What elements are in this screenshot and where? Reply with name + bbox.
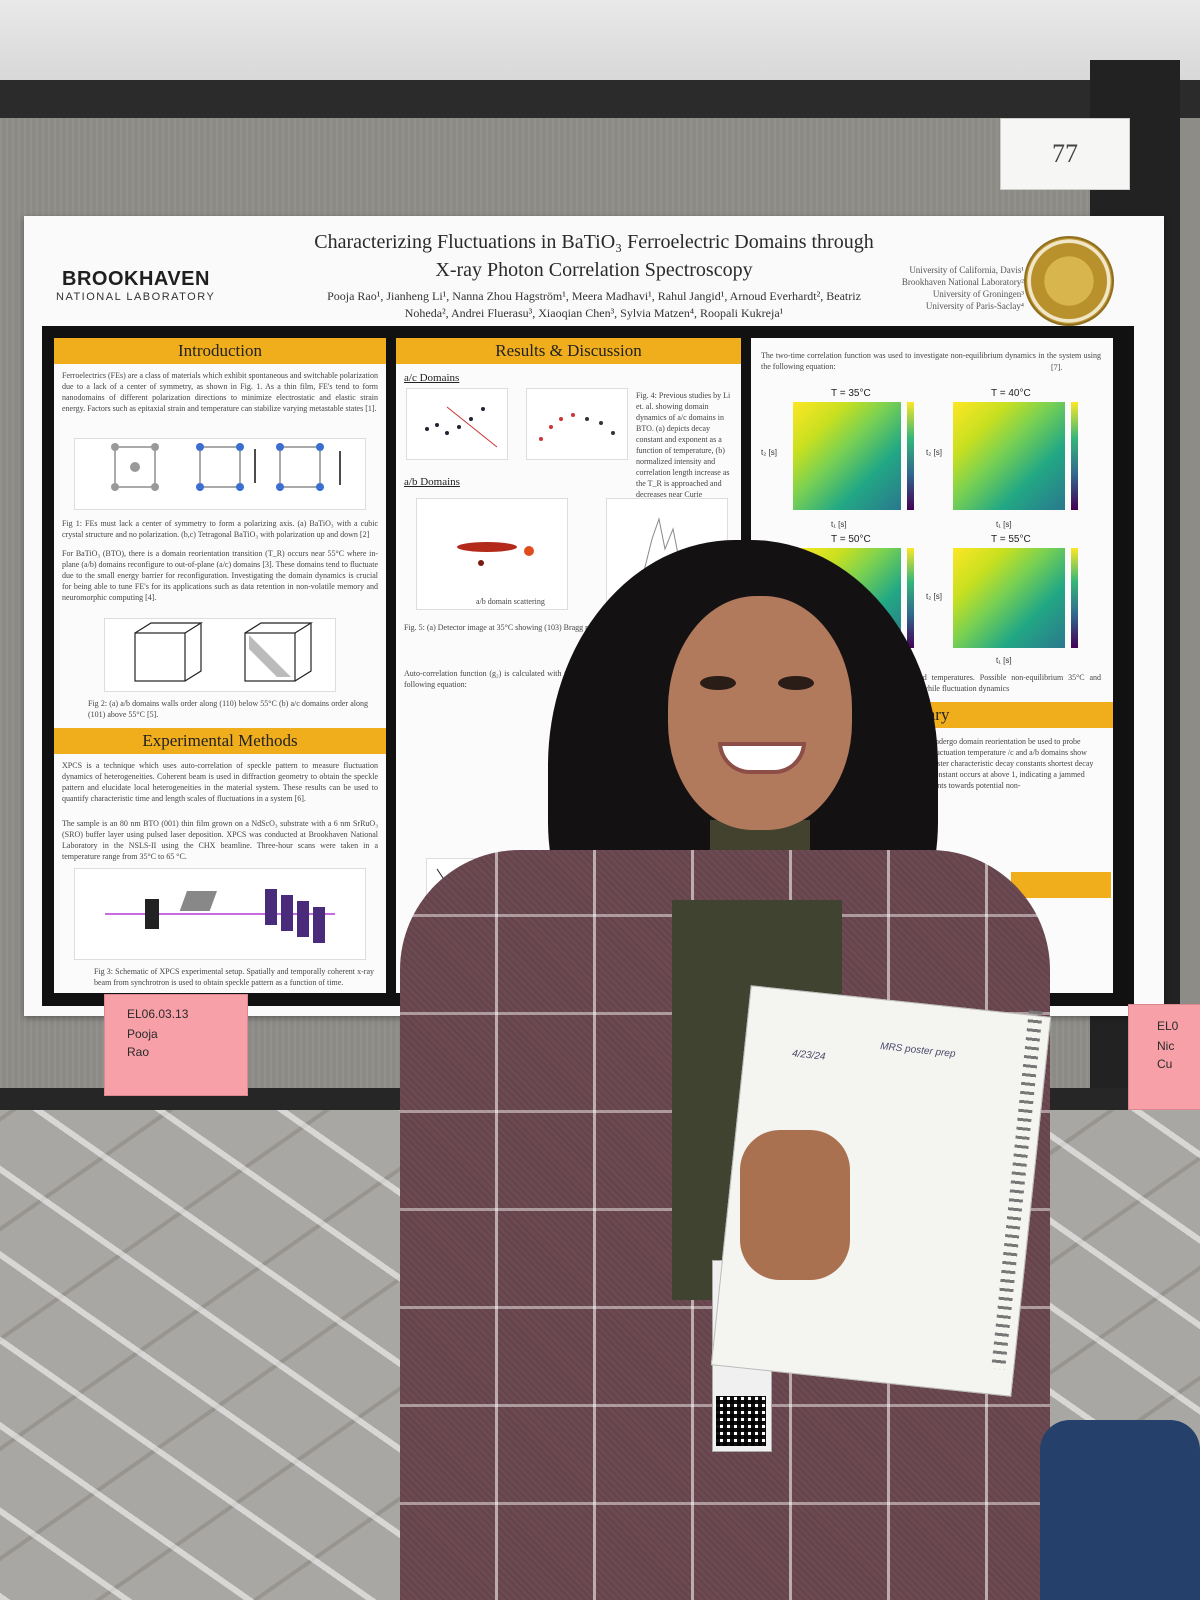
poster-title: Characterizing Fluctuations in BaTiO₃ Fe… [244, 228, 944, 284]
references-heading [1011, 872, 1111, 898]
session-card-right: EL0 Nic Cu [1128, 1004, 1200, 1110]
intro-text: Ferroelectrics (FEs) are a class of mate… [62, 371, 378, 413]
smile [718, 742, 806, 774]
heatmap-x-label: t₁ [s] [996, 520, 1012, 529]
ab-domains-subheading: a/b Domains [404, 476, 460, 488]
affiliation: University of Groningen³ [932, 289, 1024, 299]
heatmap-title: T = 40°C [991, 388, 1031, 399]
fig4-caption: Fig. 4: Previous studies by Li et. al. s… [636, 391, 731, 510]
presenter-first-name: Nic [1157, 1039, 1175, 1053]
stand-number-card: 77 [1000, 118, 1130, 190]
two-time-heatmap-40c [953, 402, 1065, 510]
left-eye [700, 676, 736, 690]
session-card-left: EL06.03.13 Pooja Rao [104, 994, 248, 1096]
heatmap-x-label: t₁ [s] [996, 656, 1012, 665]
colorbar [907, 402, 914, 510]
poster-authors: Pooja Rao¹, Jianheng Li¹, Nanna Zhou Hag… [274, 288, 914, 322]
heatmap-title: T = 50°C [831, 534, 871, 545]
poster-title-line1: Characterizing Fluctuations in BaTiO₃ Fe… [314, 231, 874, 253]
summary-text: undergo domain reorientation be used to … [931, 737, 1094, 790]
poster-title-line2: X-ray Photon Correlation Spectroscopy [435, 259, 753, 281]
two-time-correlation-ref: [7]. [1051, 363, 1063, 372]
authors-line1: Pooja Rao¹, Jianheng Li¹, Nanna Zhou Hag… [327, 289, 861, 303]
heatmap-caption: selected temperatures. Possible non-equi… [901, 673, 1101, 693]
session-code: EL06.03.13 [127, 1007, 189, 1021]
presenter-last-name: Rao [127, 1045, 150, 1059]
session-code: EL0 [1157, 1019, 1179, 1033]
heatmap-y-label: t₂ [s] [926, 448, 942, 457]
autocorrelation-text: Auto-correlation function (g₂) is calcul… [404, 669, 574, 689]
brookhaven-logo: BROOKHAVEN [62, 268, 210, 290]
heatmap-y-label: t₂ [s] [761, 448, 777, 457]
colorbar [907, 548, 914, 648]
affiliations: University of California, Davis¹ Brookha… [864, 264, 1024, 312]
heatmap-x-label: t₁ [s] [831, 520, 847, 529]
intro-text-2: For BaTiO₃ (BTO), there is a domain reor… [62, 549, 378, 602]
ac-domains-subheading: a/c Domains [404, 372, 460, 384]
intensity-plot [526, 388, 628, 460]
poster-column-left: Introduction Ferroelectrics (FEs) are a … [54, 338, 386, 993]
crystal-structure-figure [74, 438, 366, 510]
authors-line2: Noheda², Andrei Fluerasu³, Xiaoqian Chen… [404, 306, 784, 320]
presenter-last-name: Cu [1157, 1057, 1173, 1071]
two-time-correlation-text: The two-time correlation function was us… [761, 351, 1101, 371]
brookhaven-logo-subtitle: NATIONAL LABORATORY [56, 291, 216, 303]
detector-image [416, 498, 568, 610]
methods-heading: Experimental Methods [54, 728, 386, 754]
ab-scattering-label: a/b domain scattering [476, 597, 545, 606]
display-frame-top [0, 80, 1200, 120]
presenter-first-name: Pooja [127, 1027, 158, 1041]
domain-ordering-figure [104, 618, 336, 692]
uc-davis-seal [1024, 236, 1114, 326]
affiliation: University of California, Davis¹ [909, 265, 1024, 275]
presenter-face [668, 596, 852, 830]
fig5-caption: Fig. 5: (a) Detector image at 35°C showi… [404, 623, 624, 632]
colorbar [1071, 548, 1078, 648]
back-wall [0, 0, 1200, 90]
xpcs-setup-figure [74, 868, 366, 960]
fig2-caption: Fig 2: (a) a/b domains walls order along… [88, 699, 368, 719]
two-time-heatmap-35c [793, 402, 901, 510]
fig3-caption: Fig 3: Schematic of XPCS experimental se… [94, 967, 374, 987]
results-heading: Results & Discussion [396, 338, 741, 364]
affiliation: University of Paris-Saclay⁴ [925, 301, 1024, 311]
introduction-heading: Introduction [54, 338, 386, 364]
presenter-hand [740, 1130, 850, 1280]
heatmap-title: T = 55°C [991, 534, 1031, 545]
heatmap-y-label: t₂ [s] [926, 592, 942, 601]
fig1-caption: Fig 1: FEs must lack a center of symmetr… [62, 519, 378, 539]
right-eye [778, 676, 814, 690]
backpack [1040, 1420, 1200, 1600]
affiliation: Brookhaven National Laboratory² [901, 277, 1024, 287]
two-time-heatmap-55c [953, 548, 1065, 648]
colorbar [1071, 402, 1078, 510]
heatmap-title: T = 35°C [831, 388, 871, 399]
badge-qr-code [716, 1396, 766, 1446]
methods-text-2: The sample is an 80 nm BTO (001) thin fi… [62, 819, 378, 861]
methods-text: XPCS is a technique which uses auto-corr… [62, 761, 378, 803]
decay-constant-plot [406, 388, 508, 460]
